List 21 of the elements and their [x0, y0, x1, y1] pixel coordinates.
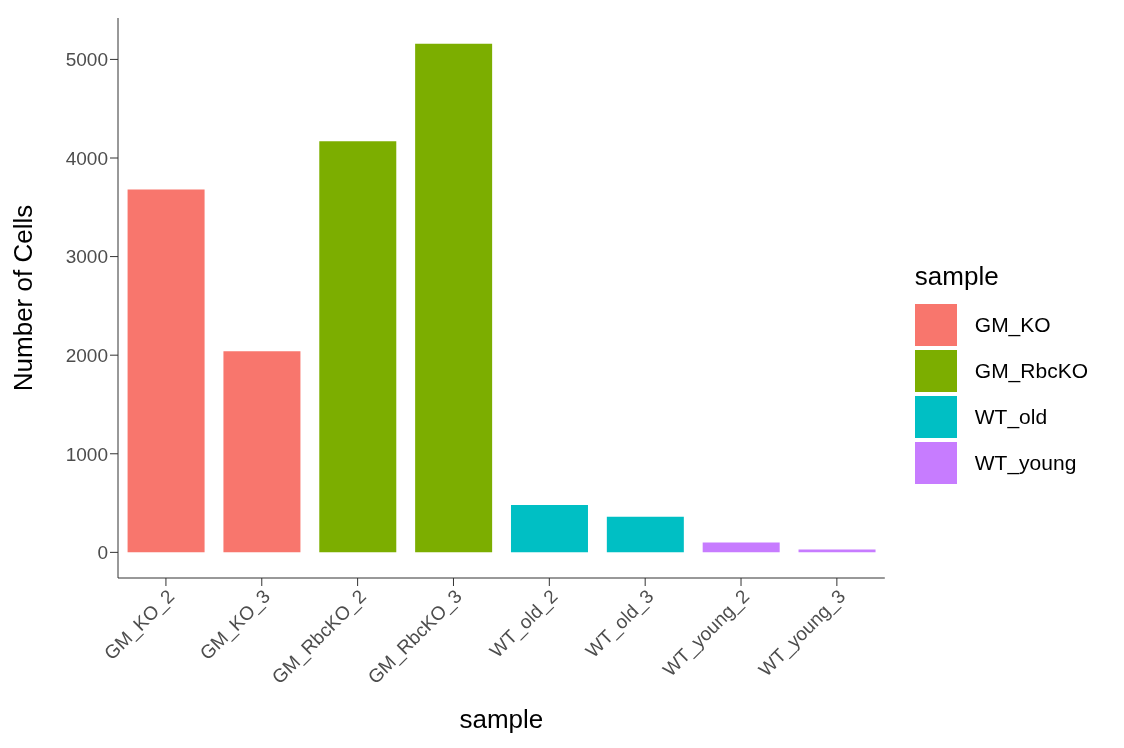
bar [606, 516, 684, 553]
bar [223, 351, 301, 553]
bar [319, 141, 397, 553]
legend-title: sample [914, 260, 1000, 292]
legend-label: GM_KO [974, 312, 1051, 337]
y-tick-label: 2000 [65, 344, 108, 366]
bar [510, 505, 588, 553]
legend-label: WT_old [974, 404, 1048, 429]
bar [702, 542, 780, 553]
y-tick-label: 0 [97, 542, 108, 564]
legend-label: GM_RbcKO [974, 358, 1088, 383]
y-tick-label: 5000 [65, 49, 108, 71]
y-tick-label: 1000 [65, 443, 108, 465]
y-tick-label: 3000 [65, 246, 108, 268]
x-axis-title: sample [459, 704, 544, 734]
bar [127, 189, 205, 553]
y-tick-label: 4000 [65, 147, 108, 169]
y-axis-title: Number of Cells [8, 204, 39, 392]
bar [798, 549, 876, 553]
legend-label: WT_young [974, 450, 1077, 475]
bar [415, 43, 493, 553]
